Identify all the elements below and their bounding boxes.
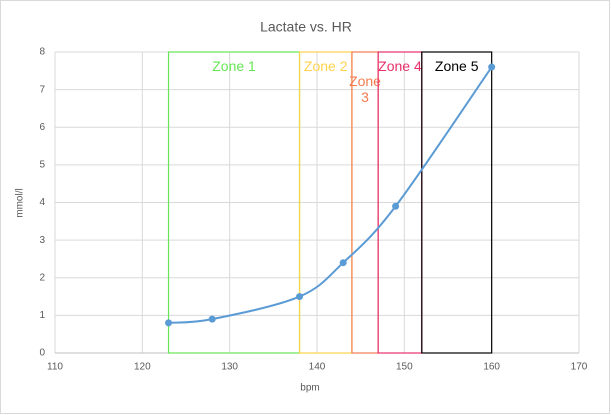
- chart-title: Lactate vs. HR: [260, 19, 352, 35]
- data-point: [296, 293, 304, 301]
- y-tick-label: 4: [39, 197, 45, 208]
- data-point: [392, 202, 400, 210]
- data-point: [339, 259, 347, 267]
- x-axis-label: bpm: [300, 383, 319, 394]
- y-tick-label: 7: [39, 84, 45, 95]
- zone-label-box: Zone 1: [212, 58, 256, 74]
- zone-label: Zone 2: [303, 58, 348, 74]
- zone-label: Zone 1: [212, 58, 256, 74]
- zone-box: [421, 51, 493, 354]
- zone-label: Zone 5: [434, 58, 479, 74]
- y-tick-label: 8: [39, 47, 45, 58]
- y-tick-label: 6: [39, 122, 45, 133]
- data-point: [208, 315, 216, 323]
- x-tick-label: 170: [571, 362, 588, 373]
- zone-label: Zone 3: [349, 73, 381, 105]
- x-tick-label: 120: [134, 362, 151, 373]
- data-point: [165, 319, 173, 327]
- zone-label-box: Zone 3: [349, 73, 381, 105]
- x-tick-label: 160: [483, 362, 500, 373]
- y-axis-label: mmol/l: [15, 188, 26, 217]
- zone-label: Zone 4: [378, 58, 422, 74]
- y-tick-label: 2: [39, 272, 45, 283]
- zone-label-box: Zone 2: [303, 58, 348, 74]
- y-tick-label: 3: [39, 235, 45, 246]
- data-point: [488, 63, 496, 71]
- zone-label-box: Zone 4: [378, 58, 422, 74]
- y-tick-label: 0: [39, 348, 45, 359]
- x-tick-label: 110: [47, 362, 63, 373]
- zone-label-box: Zone 5: [434, 58, 479, 74]
- x-tick-label: 130: [221, 362, 238, 373]
- y-tick-label: 5: [39, 160, 45, 171]
- y-tick-label: 1: [39, 310, 45, 321]
- x-tick-label: 140: [309, 362, 326, 373]
- x-tick-label: 150: [396, 362, 413, 373]
